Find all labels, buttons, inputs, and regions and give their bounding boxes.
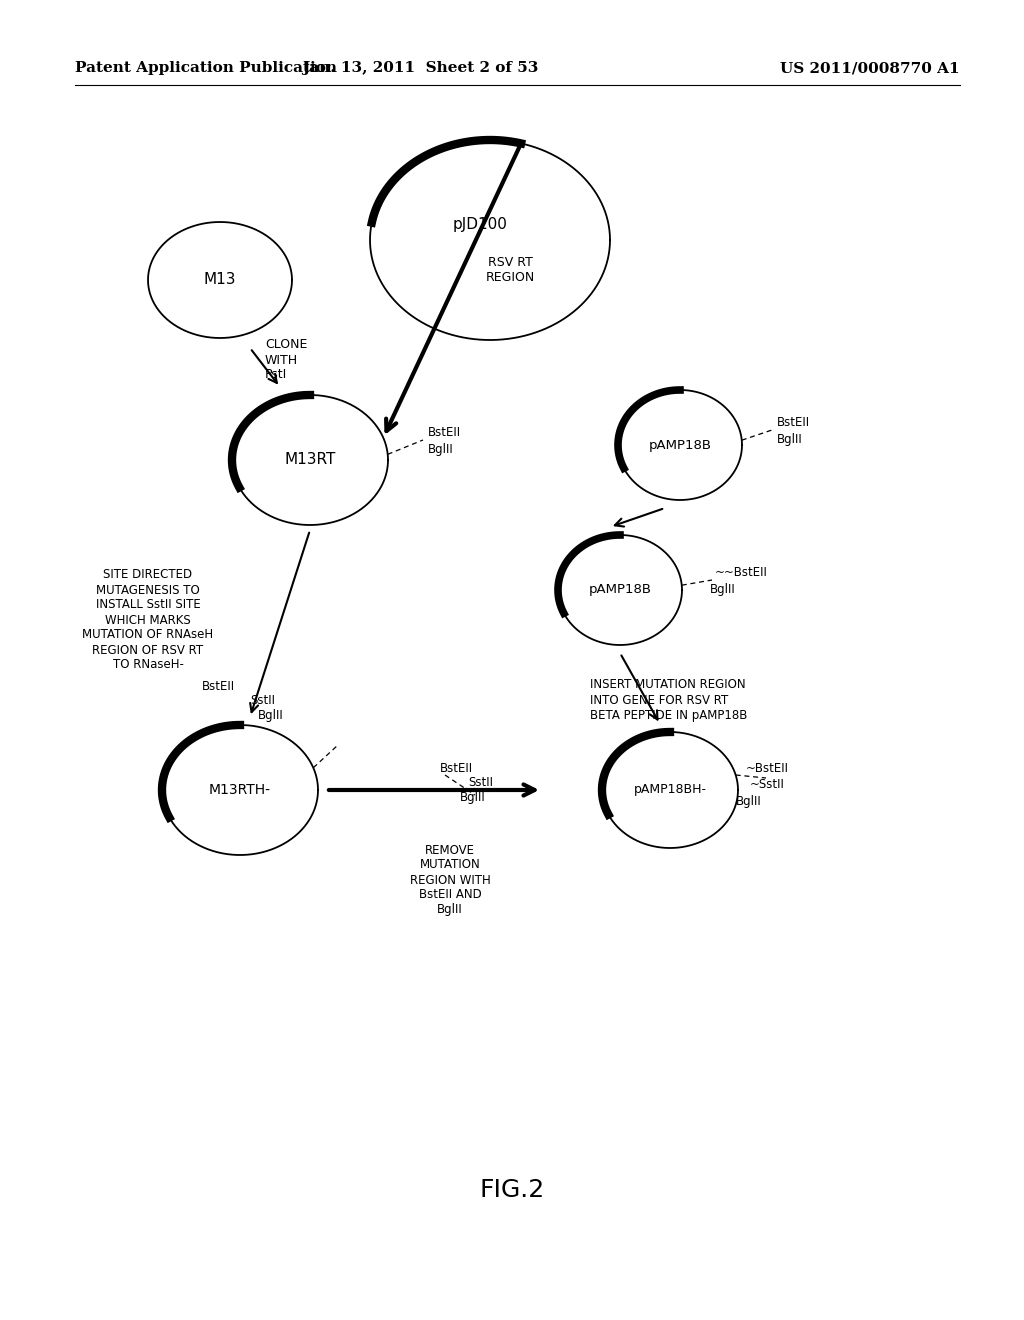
Text: BstEII: BstEII <box>202 681 234 693</box>
Text: RSV RT
REGION: RSV RT REGION <box>485 256 535 284</box>
Text: ~BstEII: ~BstEII <box>746 762 790 775</box>
Text: SITE DIRECTED
MUTAGENESIS TO
INSTALL SstII SITE
WHICH MARKS
MUTATION OF RNAseH
R: SITE DIRECTED MUTAGENESIS TO INSTALL Sst… <box>83 569 214 672</box>
Text: pAMP18B: pAMP18B <box>648 438 712 451</box>
Text: M13RT: M13RT <box>285 453 336 467</box>
Text: Patent Application Publication: Patent Application Publication <box>75 61 337 75</box>
Text: ~~BstEII: ~~BstEII <box>715 566 768 579</box>
Text: BglII: BglII <box>736 796 762 808</box>
Text: BglII: BglII <box>777 433 803 446</box>
Text: M13: M13 <box>204 272 237 288</box>
Text: pJD100: pJD100 <box>453 218 508 232</box>
Text: Jan. 13, 2011  Sheet 2 of 53: Jan. 13, 2011 Sheet 2 of 53 <box>302 61 539 75</box>
Text: BglII: BglII <box>258 709 284 722</box>
Text: BstEII: BstEII <box>440 762 473 775</box>
Text: FIG.2: FIG.2 <box>479 1177 545 1203</box>
Text: INSERT MUTATION REGION
INTO GENE FOR RSV RT
BETA PEPTIDE IN pAMP18B: INSERT MUTATION REGION INTO GENE FOR RSV… <box>590 678 748 722</box>
Text: BstEII: BstEII <box>777 417 810 429</box>
Text: SstII: SstII <box>250 693 275 706</box>
Text: CLONE
WITH
PstI: CLONE WITH PstI <box>265 338 307 381</box>
Text: US 2011/0008770 A1: US 2011/0008770 A1 <box>780 61 961 75</box>
Text: BglII: BglII <box>428 444 454 457</box>
Text: BglII: BglII <box>710 583 736 597</box>
Text: pAMP18B: pAMP18B <box>589 583 651 597</box>
Text: pAMP18BH-: pAMP18BH- <box>634 784 707 796</box>
Text: M13RTH-: M13RTH- <box>209 783 271 797</box>
Text: BglII: BglII <box>460 792 485 804</box>
Text: BstEII: BstEII <box>428 425 461 438</box>
Text: SstII: SstII <box>468 776 493 788</box>
Text: REMOVE
MUTATION
REGION WITH
BstEII AND
BglII: REMOVE MUTATION REGION WITH BstEII AND B… <box>410 843 490 916</box>
Text: ~SstII: ~SstII <box>750 777 784 791</box>
